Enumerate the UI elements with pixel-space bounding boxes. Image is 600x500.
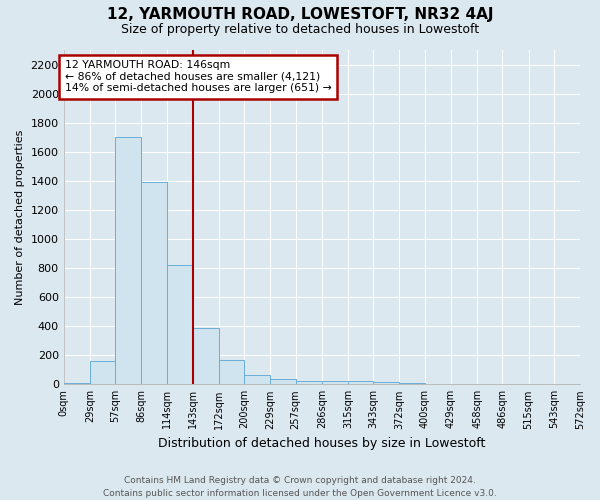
- Bar: [296, 380, 322, 384]
- Y-axis label: Number of detached properties: Number of detached properties: [15, 130, 25, 305]
- Bar: [167, 265, 193, 384]
- Bar: [244, 375, 271, 384]
- Bar: [322, 382, 348, 384]
- Text: Contains HM Land Registry data © Crown copyright and database right 2024.
Contai: Contains HM Land Registry data © Crown c…: [103, 476, 497, 498]
- Bar: [141, 182, 167, 384]
- Bar: [400, 383, 425, 384]
- X-axis label: Distribution of detached houses by size in Lowestoft: Distribution of detached houses by size …: [158, 437, 485, 450]
- Bar: [348, 382, 373, 384]
- Text: 12 YARMOUTH ROAD: 146sqm
← 86% of detached houses are smaller (4,121)
14% of sem: 12 YARMOUTH ROAD: 146sqm ← 86% of detach…: [65, 60, 331, 94]
- Bar: [115, 137, 141, 384]
- Bar: [271, 379, 296, 384]
- Text: Size of property relative to detached houses in Lowestoft: Size of property relative to detached ho…: [121, 22, 479, 36]
- Bar: [193, 328, 219, 384]
- Bar: [90, 361, 115, 384]
- Bar: [219, 360, 244, 384]
- Bar: [373, 382, 400, 384]
- Bar: [64, 383, 90, 384]
- Text: 12, YARMOUTH ROAD, LOWESTOFT, NR32 4AJ: 12, YARMOUTH ROAD, LOWESTOFT, NR32 4AJ: [107, 8, 493, 22]
